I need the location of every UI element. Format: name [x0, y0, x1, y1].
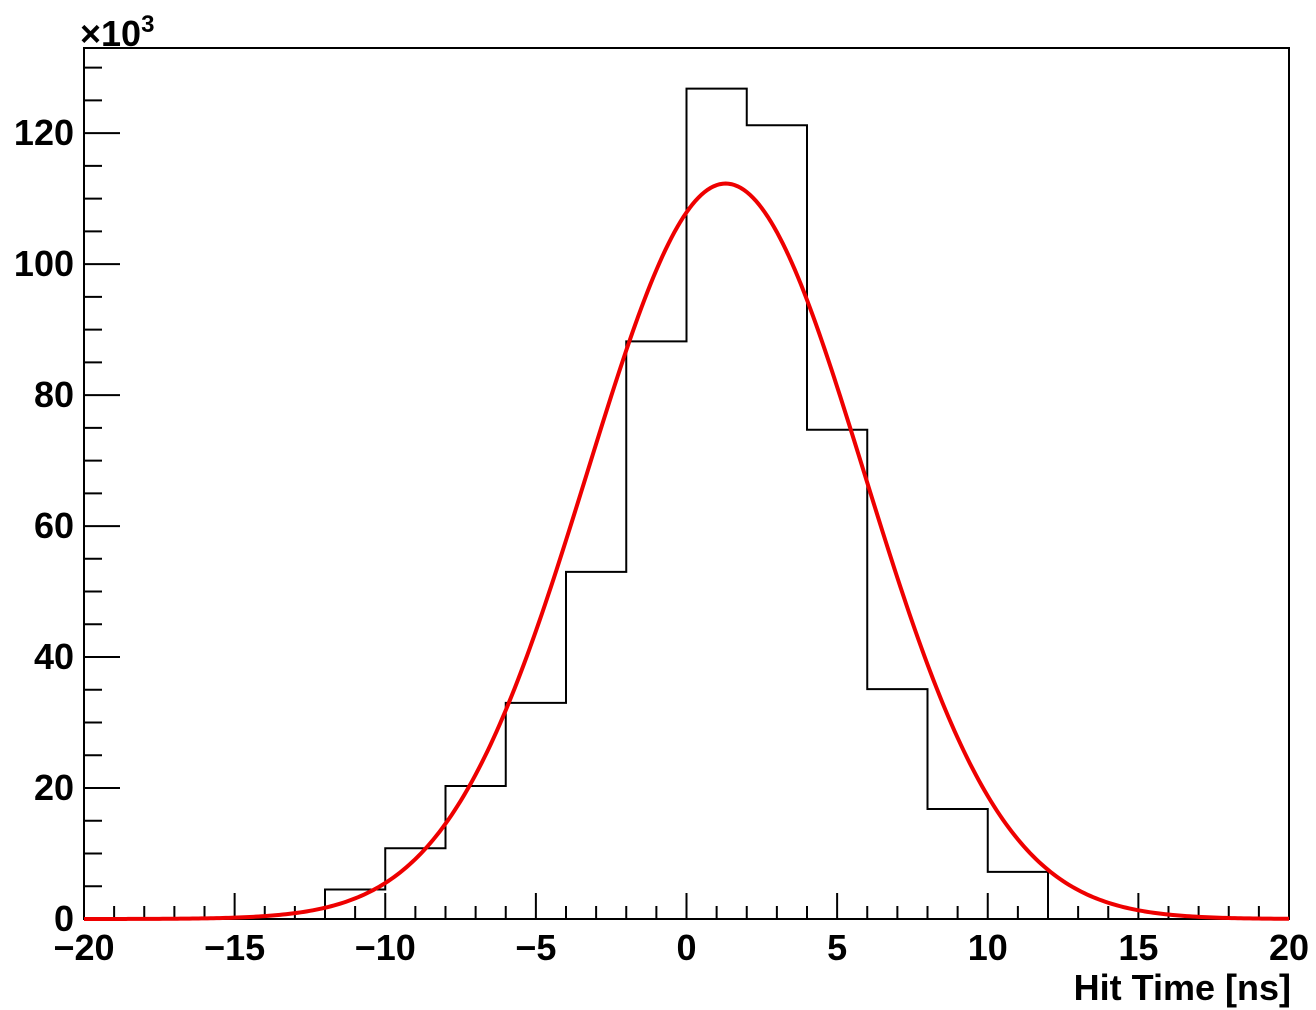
y-tick-label: 80: [34, 374, 74, 415]
x-tick-label: 0: [676, 927, 696, 968]
x-axis-title: Hit Time [ns]: [1074, 967, 1291, 1008]
histogram-bin: [928, 809, 988, 919]
y-tick-label: 20: [34, 767, 74, 808]
histogram-bin: [566, 572, 626, 919]
x-tick-label: 10: [968, 927, 1008, 968]
x-tick-label: 20: [1269, 927, 1309, 968]
histogram-bin: [747, 125, 807, 919]
x-tick-label: −20: [53, 927, 114, 968]
y-tick-label: 120: [14, 112, 74, 153]
x-tick-label: −15: [204, 927, 265, 968]
y-tick-label: 0: [54, 898, 74, 939]
y-tick-label: 60: [34, 505, 74, 546]
histogram-bin: [446, 786, 506, 919]
y-multiplier-exponent: 3: [141, 11, 154, 38]
histogram-bin: [807, 430, 867, 919]
histogram-bin: [626, 341, 686, 919]
x-tick-label: 15: [1118, 927, 1158, 968]
gaussian-fit-curve: [84, 181, 1290, 921]
y-axis-ticks: [84, 66, 120, 920]
y-axis-tick-labels: 0 20 40 60 80 100 120: [14, 112, 74, 939]
y-multiplier-label: ×103: [80, 11, 154, 54]
x-tick-label: −5: [515, 927, 556, 968]
y-multiplier-base: ×10: [80, 13, 141, 54]
y-tick-label: 40: [34, 636, 74, 677]
histogram-bin: [687, 89, 747, 919]
x-axis-tick-labels: −20 −15 −10 −5 0 5 10 15 20: [53, 927, 1309, 968]
x-tick-label: 5: [827, 927, 847, 968]
x-axis-ticks: [83, 893, 1290, 919]
histogram-bin: [506, 703, 566, 919]
histogram-bin: [867, 689, 927, 919]
y-tick-label: 100: [14, 243, 74, 284]
x-tick-label: −10: [355, 927, 416, 968]
